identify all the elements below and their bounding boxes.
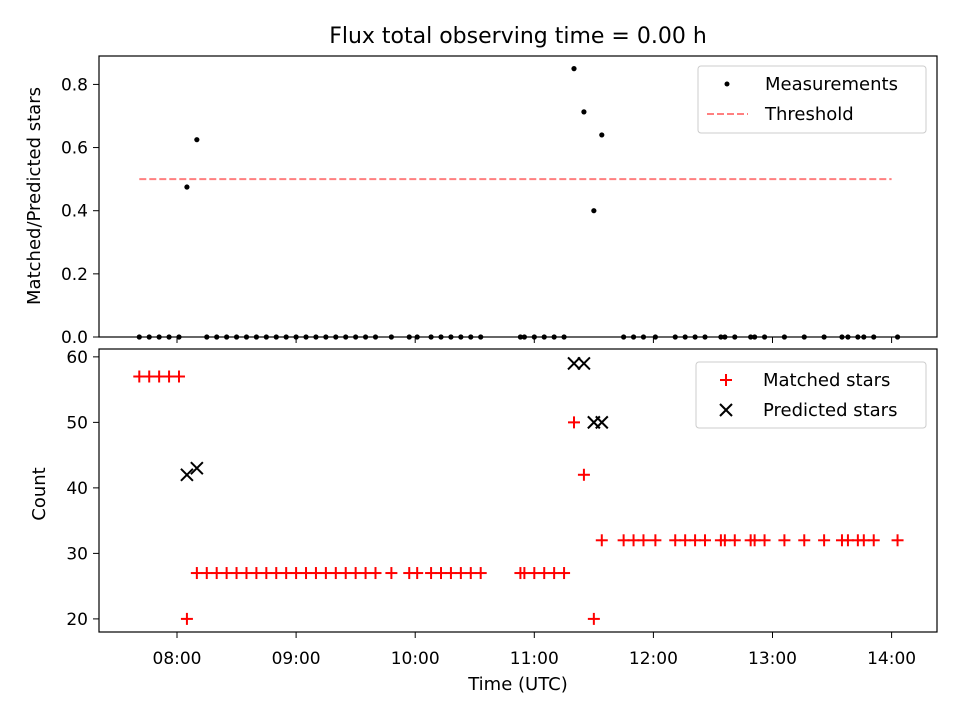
top-y-axis-label: Matched/Predicted stars (24, 87, 45, 305)
top-legend-box (697, 65, 927, 134)
bottom-x-tick-label: 09:00 (272, 649, 321, 669)
top-chart-title: Flux total observing time = 0.00 h (329, 24, 707, 49)
top-legend: Measurements Threshold (697, 65, 927, 134)
bottom-plot-frame (98, 348, 938, 633)
matched-star-point (891, 534, 904, 547)
matched-star-point (577, 468, 590, 481)
matched-star-point (172, 370, 185, 383)
legend-matched-plus-icon (720, 374, 732, 386)
top-y-tick-label: 0.2 (61, 265, 88, 285)
bottom-x-tick-label: 12:00 (629, 649, 678, 669)
matched-star-point (568, 416, 580, 429)
bottom-plot-area: 20 30 40 50 60 08:00 09:00 10:00 11:00 12:00 13:0… (66, 348, 938, 669)
predicted-star-point (567, 356, 581, 371)
legend-matched-label: Matched stars (763, 370, 890, 391)
measurement-point (591, 208, 597, 214)
predicted-star-point (190, 461, 204, 475)
matched-star-point (587, 612, 600, 625)
top-y-tick-label: 0.4 (61, 202, 88, 222)
matched-star-point (637, 534, 650, 547)
bottom-y-tick-label: 30 (66, 544, 88, 564)
bottom-x-tick-label: 11:00 (510, 649, 559, 669)
matched-star-point (369, 567, 382, 580)
predicted-star-point (180, 468, 194, 482)
bottom-legend-box (695, 361, 927, 429)
bottom-y-axis-label: Count (29, 467, 50, 520)
top-plot-area: 0.0 0.2 0.4 0.6 0.8 (61, 55, 938, 348)
legend-threshold-label: Threshold (764, 104, 854, 125)
matched-star-point (180, 612, 193, 625)
bottom-y-tick-label: 50 (66, 413, 88, 433)
legend-predicted-x-icon (719, 403, 733, 417)
legend-measurements-label: Measurements (765, 74, 898, 95)
legend-predicted-label: Predicted stars (763, 400, 897, 421)
bottom-x-tick-label: 08:00 (153, 649, 202, 669)
matched-star-point (411, 567, 424, 580)
bottom-x-tick-label: 13:00 (748, 649, 797, 669)
measurement-point (184, 184, 190, 190)
top-y-tick-label: 0.6 (61, 139, 88, 159)
measurement-point (599, 132, 605, 138)
matched-star-point (818, 534, 831, 547)
matched-star-point (778, 534, 791, 547)
bottom-legend: Matched stars Predicted stars (695, 361, 927, 429)
measurement-point (194, 137, 200, 143)
matched-star-point (595, 534, 608, 547)
bottom-x-tick-label: 10:00 (391, 649, 440, 669)
matched-star-point (758, 534, 771, 547)
top-plot-frame (98, 55, 938, 338)
matched-star-point (649, 534, 662, 547)
bottom-y-tick-label: 40 (66, 479, 88, 499)
predicted-star-point (595, 415, 609, 430)
matched-star-point (728, 534, 741, 547)
bottom-y-tick-label: 60 (66, 348, 88, 368)
legend-measurements-dot-icon (724, 81, 730, 87)
predicted-star-point (577, 356, 591, 371)
matched-star-point (699, 534, 712, 547)
bottom-x-axis-label: Time (UTC) (467, 674, 568, 695)
matched-star-point (474, 567, 487, 580)
top-y-tick-label: 0.8 (61, 75, 88, 95)
matched-star-point (798, 534, 811, 547)
measurement-point (571, 66, 577, 72)
measurement-point (581, 109, 587, 115)
matched-star-point (558, 567, 571, 580)
bottom-x-tick-label: 14:00 (867, 649, 916, 669)
top-y-tick-label: 0.0 (61, 328, 88, 348)
matched-star-point (385, 567, 398, 580)
bottom-y-tick-label: 20 (66, 610, 88, 630)
matched-star-point (867, 534, 880, 547)
